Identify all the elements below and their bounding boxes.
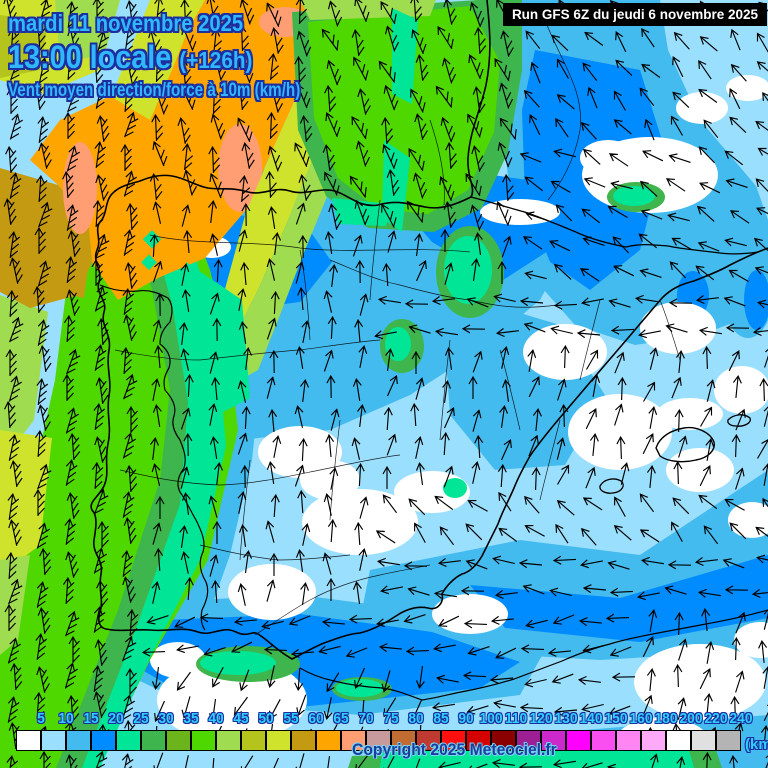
model-run-banner: Run GFS 6Z du jeudi 6 novembre 2025 <box>502 3 767 26</box>
wind-arrow-glyphs <box>3 0 768 768</box>
wind-arrows <box>3 0 768 768</box>
legend-unit-label: (km/h) <box>745 736 768 753</box>
variable-label: Vent moyen direction/force à 10m (km/h) <box>8 80 301 101</box>
copyright-notice: Copyright 2025 Meteociel.fr <box>352 741 557 759</box>
valid-time: 13:00 locale (+126h) <box>8 39 337 76</box>
forecast-hour-offset: (+126h) <box>179 47 253 73</box>
local-time: 13:00 locale <box>8 39 172 75</box>
forecast-header: mardi 11 novembre 2025 13:00 locale (+12… <box>8 10 373 102</box>
valid-date: mardi 11 novembre 2025 <box>8 10 244 36</box>
